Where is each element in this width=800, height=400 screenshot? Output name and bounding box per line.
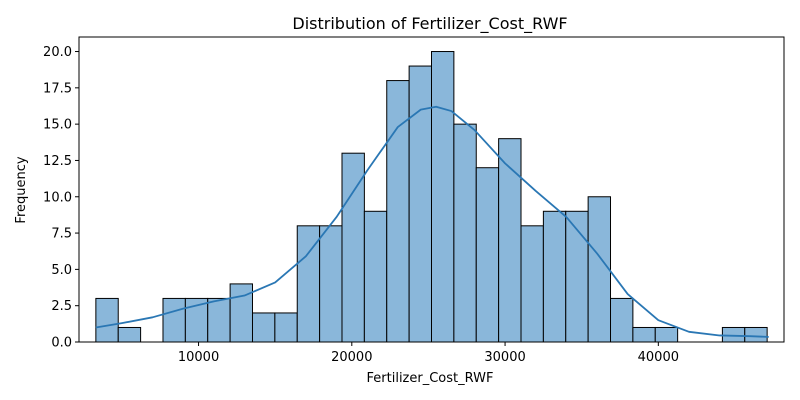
histogram-bar (207, 297, 231, 343)
histogram-bar (542, 210, 567, 343)
histogram-bar (654, 326, 679, 343)
histogram-bar (363, 210, 388, 343)
y-tick-label: 15.0 (43, 118, 72, 133)
y-tick-label: 12.5 (43, 154, 72, 169)
histogram-bar (610, 297, 634, 343)
plot-frame (78, 36, 785, 343)
y-tick-label: 0.0 (51, 336, 72, 351)
y-tick-label: 10.0 (43, 190, 72, 205)
x-axis-label: Fertilizer_Cost_RWF (367, 371, 494, 386)
y-ticks-group: 0.0 2.5 5.0 7.5 10.0 12.5 15.0 17.5 20.0 (43, 45, 79, 351)
kde-line (95, 105, 769, 338)
histogram-bar (498, 138, 522, 343)
y-tick-label: 17.5 (43, 81, 72, 96)
y-tick-label: 7.5 (51, 227, 72, 242)
y-axis-label: Frequency (14, 156, 29, 223)
y-tick-label: 2.5 (51, 299, 72, 314)
histogram-bar (274, 312, 298, 343)
y-tick-label: 5.0 (51, 263, 72, 278)
x-tick-label: 30000 (484, 350, 525, 365)
x-tick-label: 40000 (638, 350, 679, 365)
histogram-bar (431, 51, 455, 343)
histogram-bar (632, 326, 656, 343)
histogram-bar (475, 167, 500, 343)
x-tick-label: 10000 (178, 350, 219, 365)
histogram-bar (744, 326, 768, 343)
histogram-bar (386, 80, 410, 343)
histogram-bar (319, 225, 343, 343)
histogram-bar (117, 326, 142, 343)
kde-group (95, 105, 769, 338)
histogram-bar (95, 297, 119, 343)
x-ticks-group: 10000 20000 30000 40000 (178, 342, 679, 365)
histogram-bar (587, 196, 612, 343)
bars-group (95, 51, 768, 343)
histogram-bar (162, 297, 186, 343)
histogram-bar (251, 312, 276, 343)
y-tick-label: 20.0 (43, 45, 72, 60)
histogram-bar (520, 225, 544, 343)
x-tick-label: 20000 (331, 350, 372, 365)
histogram-bar (453, 123, 477, 343)
chart-title: Distribution of Fertilizer_Cost_RWF (292, 14, 567, 34)
